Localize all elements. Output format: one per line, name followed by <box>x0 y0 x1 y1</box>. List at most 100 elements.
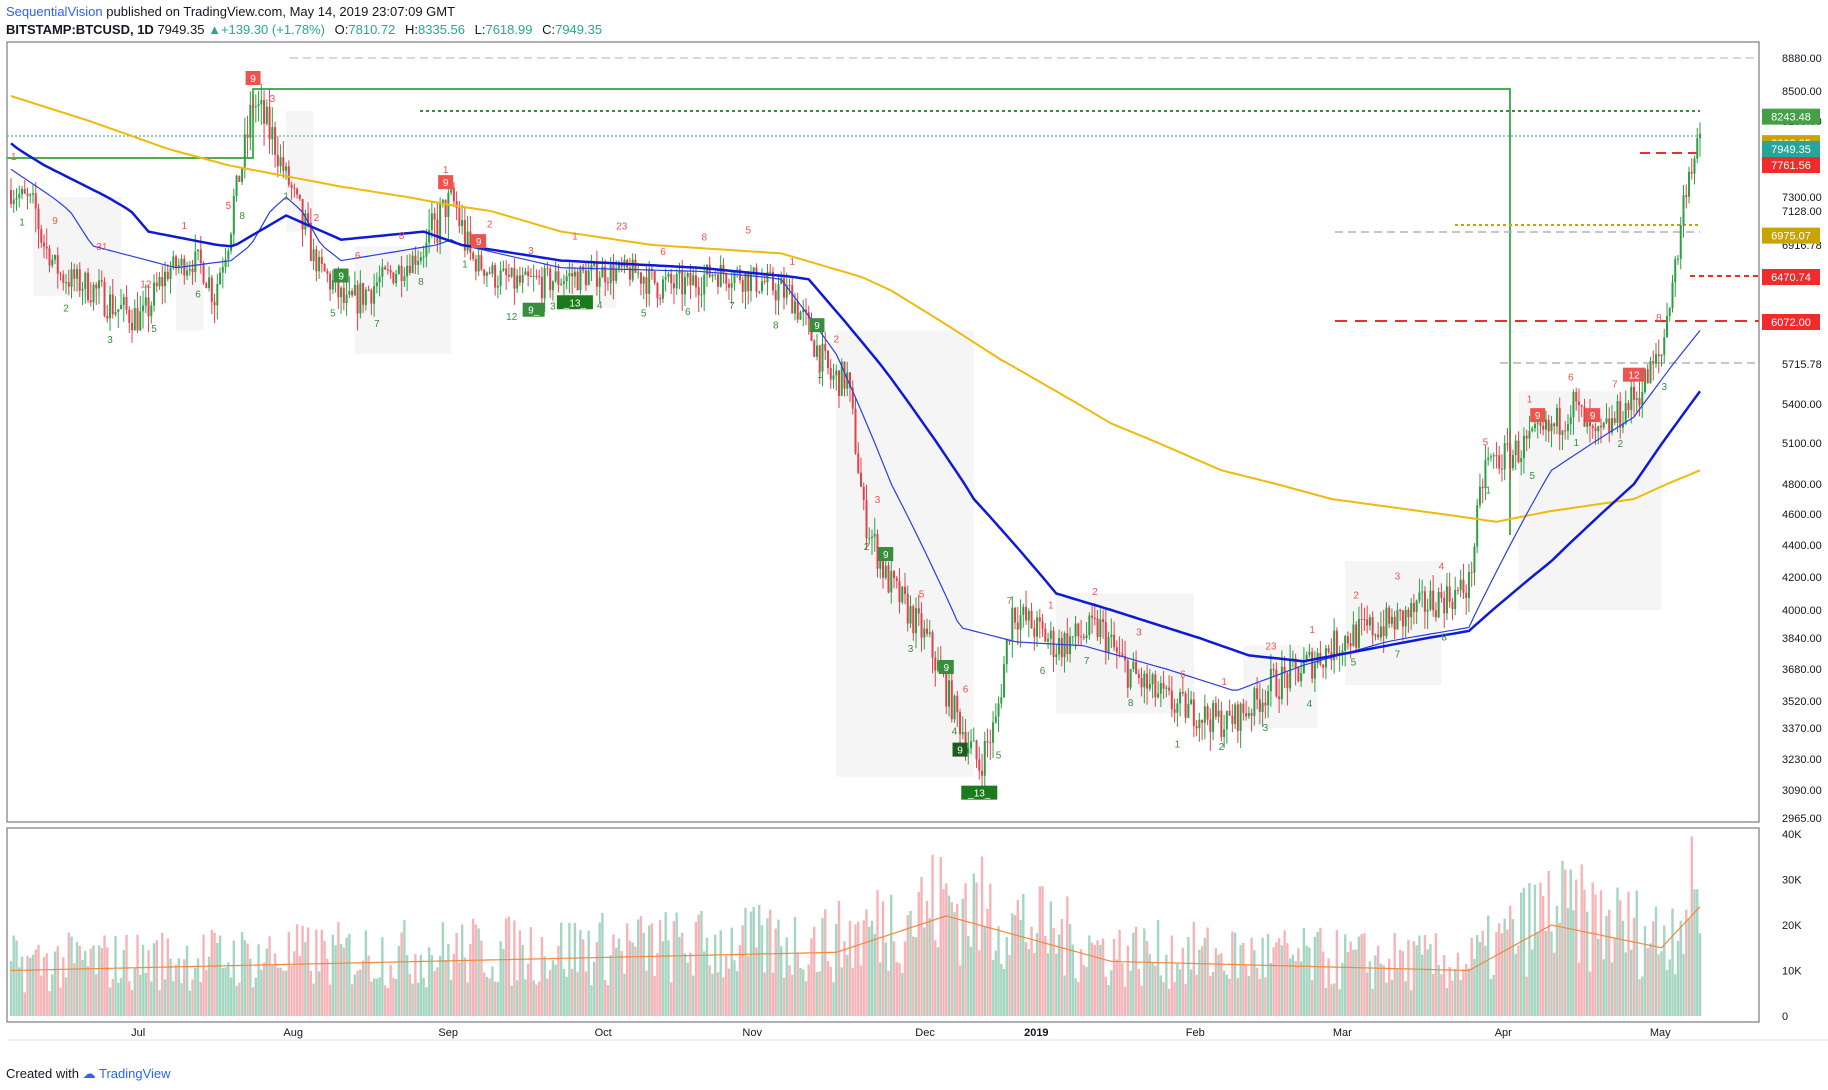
candle-body <box>488 272 491 274</box>
candle-body <box>1184 693 1187 718</box>
candle-body <box>862 486 865 500</box>
candle-body <box>414 255 417 265</box>
candle-body <box>353 284 356 296</box>
volume-bar <box>477 928 480 1016</box>
candle-body <box>972 740 975 742</box>
td-buy-count: 1 <box>1175 740 1181 751</box>
candle-body <box>906 593 909 624</box>
candle-body <box>1181 692 1184 694</box>
volume-bar <box>273 953 277 1016</box>
candle-body <box>1239 703 1242 731</box>
volume-bar <box>931 854 934 1016</box>
volume-bar <box>1288 958 1292 1016</box>
footer: Created with ☁ TradingView <box>6 1066 171 1082</box>
candle-body <box>1091 615 1094 618</box>
td-sell-count: 6 <box>1180 669 1186 680</box>
volume-bar <box>912 936 915 1016</box>
td-shade-zone <box>286 111 314 232</box>
volume-bar <box>579 929 582 1016</box>
candle-body <box>480 255 483 270</box>
candle-body <box>1027 610 1030 621</box>
volume-bar <box>474 924 478 1016</box>
candle-body <box>411 255 414 273</box>
candle-body <box>507 274 510 277</box>
volume-bar <box>923 927 926 1016</box>
volume-bar <box>1478 942 1482 1016</box>
candle-body <box>1465 592 1468 599</box>
volume-bar <box>1266 933 1270 1016</box>
td-buy-count: 1 <box>19 217 25 228</box>
candle-body <box>1085 635 1088 639</box>
candle-body <box>1165 687 1168 689</box>
candle-body <box>1393 616 1396 630</box>
y-axis-tick: 3230.00 <box>1782 754 1822 766</box>
author-link[interactable]: SequentialVision <box>6 4 103 19</box>
candle-body <box>29 194 32 196</box>
candle-body <box>450 187 453 193</box>
candle-body <box>678 271 681 274</box>
volume-bar <box>1052 927 1055 1016</box>
candle-body <box>1206 706 1209 720</box>
volume-bar <box>865 909 868 1016</box>
volume-bar <box>1151 961 1154 1016</box>
volume-bar <box>890 894 893 1016</box>
candle-body <box>441 199 444 205</box>
candle-body <box>730 282 733 288</box>
volume-bar <box>669 982 673 1016</box>
td-buy-count: 8 <box>1128 698 1134 709</box>
candle-body <box>1616 401 1619 423</box>
volume-bar <box>1079 949 1083 1016</box>
volume-bar <box>199 981 203 1016</box>
x-axis-label: Sep <box>438 1027 458 1039</box>
volume-pane-border <box>6 827 1760 1023</box>
volume-bar <box>895 961 898 1016</box>
candle-body <box>1418 592 1421 601</box>
td-buy-count: 8 <box>239 211 245 222</box>
candle-body <box>329 273 332 290</box>
volume-bar <box>1258 978 1262 1016</box>
volume-bar <box>909 910 912 1016</box>
volume-bar <box>1275 942 1278 1016</box>
candle-body <box>120 305 123 310</box>
tradingview-link[interactable]: TradingView <box>99 1066 171 1081</box>
candle-body <box>1561 430 1564 435</box>
candle-body <box>378 276 381 283</box>
candle-body <box>815 345 818 357</box>
candle-body <box>1195 726 1198 729</box>
volume-bar <box>37 944 40 1016</box>
candle-body <box>551 281 554 291</box>
volume-bar <box>224 967 227 1016</box>
volume-bar <box>991 959 995 1016</box>
volume-bar <box>1665 970 1669 1016</box>
candle-body <box>1333 630 1336 661</box>
candle-body <box>1385 607 1388 637</box>
volume-bar <box>1508 905 1512 1016</box>
volume-bar <box>870 920 874 1016</box>
candle-body <box>95 284 98 289</box>
ema-fast-line <box>10 168 1701 691</box>
volume-bar <box>1310 980 1314 1016</box>
candle-body <box>1621 423 1624 428</box>
volume-bar <box>202 934 205 1016</box>
candle-body <box>887 565 890 593</box>
volume-bar <box>760 925 764 1016</box>
candle-body <box>161 276 164 287</box>
volume-bar <box>1365 972 1369 1016</box>
volume-bar <box>548 970 552 1016</box>
volume-bar <box>1583 889 1586 1016</box>
candle-body <box>1547 419 1550 432</box>
volume-bar <box>469 943 472 1016</box>
td-buy-count: 2 <box>1219 742 1225 753</box>
td-buy-count: 7 <box>1395 649 1401 660</box>
candle-body <box>912 606 915 634</box>
volume-bar <box>1481 930 1484 1016</box>
volume-bar <box>818 971 821 1016</box>
volume-bar <box>700 910 703 1016</box>
volume-bar <box>1107 985 1110 1016</box>
candle-body <box>1489 456 1492 458</box>
candle-body <box>227 250 230 260</box>
candle-body <box>342 287 345 304</box>
volume-bar <box>1046 953 1050 1016</box>
volume-bar <box>1649 943 1652 1016</box>
